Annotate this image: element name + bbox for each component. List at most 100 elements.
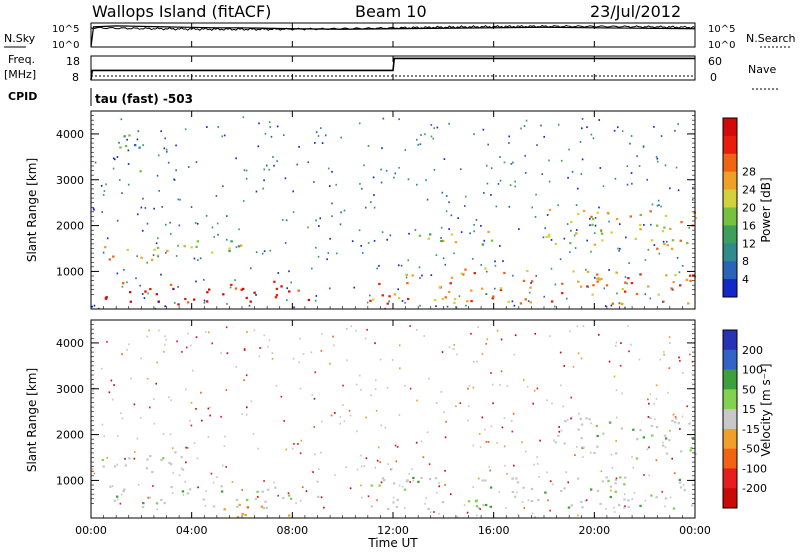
data-cell xyxy=(580,437,583,440)
sparse-cell xyxy=(512,412,515,415)
sparse-cell xyxy=(679,359,681,362)
sparse-cell xyxy=(567,176,569,179)
sparse-cell xyxy=(479,446,482,449)
sparse-cell xyxy=(457,217,460,220)
sparse-cell xyxy=(538,476,540,478)
data-cell xyxy=(624,476,627,479)
data-cell xyxy=(563,487,566,490)
sparse-cell xyxy=(424,502,426,505)
data-cell xyxy=(160,498,163,502)
sparse-cell xyxy=(111,485,114,488)
colorbar-frame xyxy=(722,329,738,509)
colorbar-tick-label: 15 xyxy=(742,403,756,416)
colorbar-tick-label: 16 xyxy=(742,219,756,232)
y-tick-label: 3000 xyxy=(56,383,84,396)
sparse-cell xyxy=(546,214,549,216)
sparse-cell xyxy=(540,124,542,127)
sparse-cell xyxy=(93,304,96,307)
sparse-cell xyxy=(320,451,322,454)
sparse-cell xyxy=(619,247,621,250)
data-cell xyxy=(608,421,612,424)
data-cell xyxy=(685,278,689,281)
data-cell xyxy=(580,500,583,504)
data-cell xyxy=(557,434,560,437)
data-cell xyxy=(621,287,624,291)
sparse-cell xyxy=(319,127,322,130)
data-cell xyxy=(627,499,630,502)
data-cell xyxy=(582,209,586,213)
sparse-cell xyxy=(657,199,660,202)
sparse-cell xyxy=(655,397,658,400)
sparse-cell xyxy=(661,490,664,493)
sparse-cell xyxy=(400,264,403,267)
sparse-cell xyxy=(171,447,174,450)
data-cell xyxy=(370,505,373,508)
data-cell xyxy=(153,248,156,251)
sparse-cell xyxy=(472,386,475,389)
sparse-cell xyxy=(608,269,610,271)
data-cell xyxy=(124,464,127,467)
data-cell xyxy=(238,503,241,506)
sparse-cell xyxy=(575,229,578,231)
sparse-cell xyxy=(380,168,382,171)
data-cell xyxy=(246,506,250,509)
sparse-cell xyxy=(106,340,108,343)
sparse-cell xyxy=(486,182,489,185)
sparse-cell xyxy=(435,254,438,257)
sparse-cell xyxy=(531,206,533,209)
data-cell xyxy=(621,302,624,306)
sparse-cell xyxy=(672,413,675,416)
data-cell xyxy=(108,258,112,261)
sparse-cell xyxy=(582,456,584,459)
sparse-cell xyxy=(569,330,571,333)
data-cell xyxy=(529,286,532,289)
data-cell xyxy=(572,270,575,273)
sparse-cell xyxy=(600,470,603,473)
data-cell xyxy=(576,477,580,480)
sparse-cell xyxy=(126,281,128,284)
sparse-cell xyxy=(544,227,546,230)
data-cell xyxy=(104,246,107,249)
sparse-cell xyxy=(246,331,248,333)
sparse-cell xyxy=(380,181,383,184)
data-cell xyxy=(666,244,669,247)
sparse-cell xyxy=(681,415,684,418)
sparse-cell xyxy=(224,435,226,438)
sparse-cell xyxy=(152,254,155,257)
data-cell xyxy=(614,452,618,455)
sparse-cell xyxy=(235,365,238,368)
sparse-cell xyxy=(508,135,510,138)
sparse-cell xyxy=(392,496,395,499)
sparse-cell xyxy=(92,390,94,393)
sparse-cell xyxy=(514,185,517,188)
sparse-cell xyxy=(155,242,158,245)
data-cell xyxy=(280,285,283,288)
sparse-cell xyxy=(438,485,441,488)
data-cell xyxy=(487,230,490,234)
sparse-cell xyxy=(472,444,475,447)
velocity-panel-frame xyxy=(90,319,696,519)
data-cell xyxy=(101,458,105,462)
sparse-cell xyxy=(671,457,673,460)
sparse-cell xyxy=(116,219,119,222)
sparse-cell xyxy=(448,346,451,349)
sparse-cell xyxy=(503,417,506,419)
sparse-cell xyxy=(186,446,189,449)
sparse-cell xyxy=(148,329,150,332)
data-cell xyxy=(575,232,578,235)
sparse-cell xyxy=(241,488,243,491)
sparse-cell xyxy=(177,244,179,247)
data-cell xyxy=(623,506,626,509)
data-cell xyxy=(670,287,673,290)
sparse-cell xyxy=(207,436,210,438)
sparse-cell xyxy=(440,226,443,229)
sparse-cell xyxy=(195,280,197,283)
sparse-cell xyxy=(210,472,213,475)
data-cell xyxy=(524,298,527,301)
data-cell xyxy=(547,233,551,236)
sparse-cell xyxy=(533,389,536,392)
sparse-cell xyxy=(548,159,550,162)
sparse-cell xyxy=(520,127,522,130)
sparse-cell xyxy=(444,483,446,486)
sparse-cell xyxy=(615,439,617,442)
